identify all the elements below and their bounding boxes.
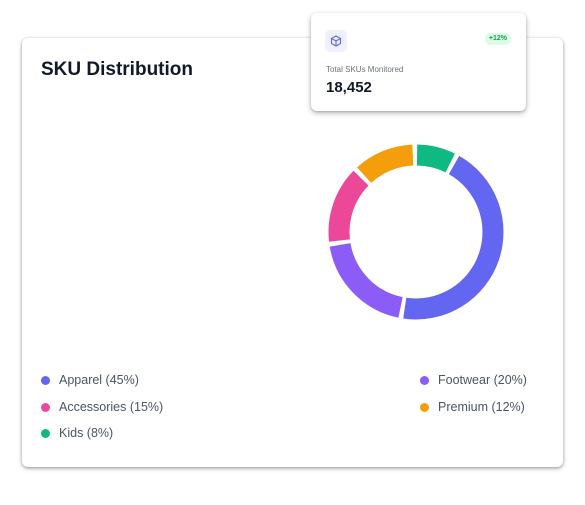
total-skus-stat-card: +12% Total SKUs Monitored 18,452 [311,13,526,111]
donut-slice-accessories[interactable] [328,170,369,242]
legend-label-accessories: Accessories (15%) [59,400,164,414]
donut-slice-footwear[interactable] [329,242,404,318]
stat-label: Total SKUs Monitored [326,65,404,74]
legend-label-footwear: Footwear (20%) [438,373,527,387]
donut-slice-premium[interactable] [357,144,414,184]
legend-label-kids: Kids (8%) [59,426,114,440]
legend-item-kids: Kids (8%) [41,426,113,440]
legend-item-accessories: Accessories (15%) [41,400,163,414]
legend-dot-footwear [420,375,429,385]
legend-item-premium: Premium (12%) [420,400,525,414]
legend-item-apparel: Apparel (45%) [41,373,139,387]
legend-dot-accessories [41,402,50,412]
legend-dot-kids [41,428,50,438]
legend-item-footwear: Footwear (20%) [420,373,527,387]
donut-chart [328,144,504,320]
legend-dot-apparel [41,375,50,385]
donut-slice-apparel[interactable] [403,155,504,320]
card-title: SKU Distribution [41,59,193,80]
growth-badge: +12% [484,33,511,45]
legend-label-apparel: Apparel (45%) [59,373,139,387]
stat-value: 18,452 [326,79,372,96]
donut-slice-kids[interactable] [416,144,455,173]
legend-dot-premium [420,402,429,412]
cube-icon [330,35,342,47]
cube-icon-box [325,30,347,52]
legend-label-premium: Premium (12%) [438,400,525,414]
